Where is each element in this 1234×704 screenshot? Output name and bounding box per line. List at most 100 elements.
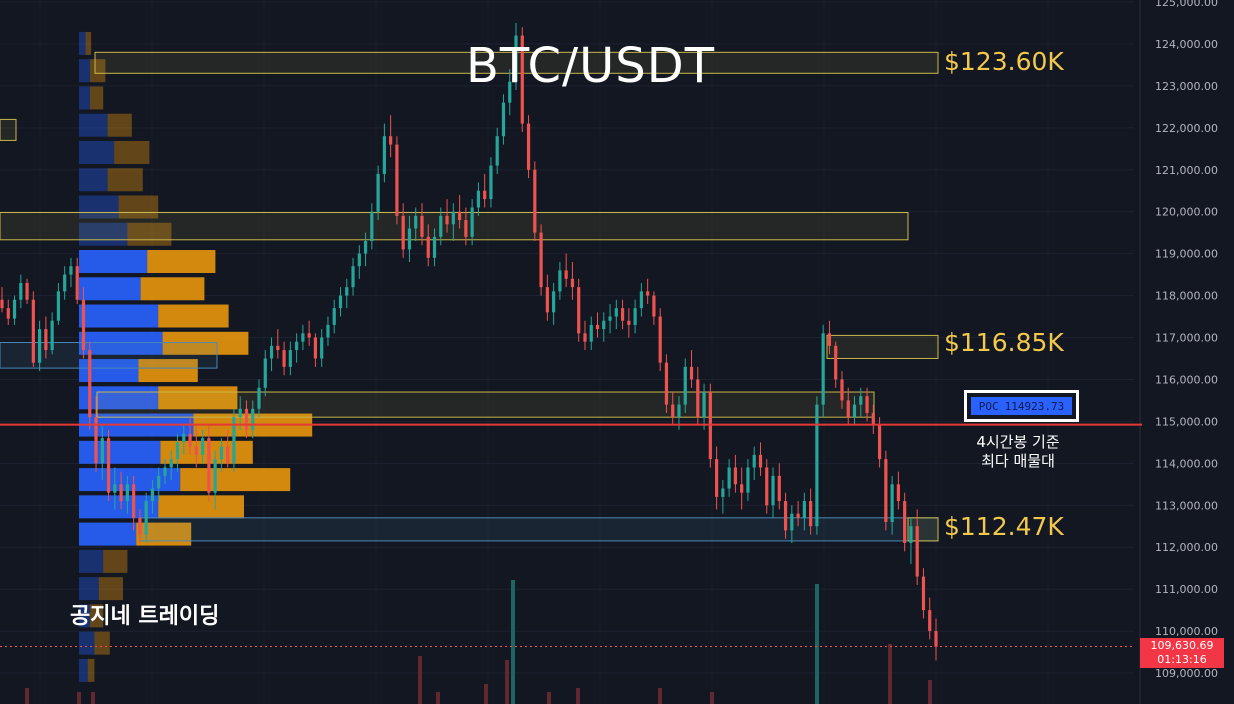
candle-body [702,392,706,418]
candle-body [426,236,430,258]
price-tick-label: 124,000.00 [1155,38,1218,51]
candle-body [740,484,744,493]
profile-sell-bar [147,250,216,274]
candle-body [138,517,142,535]
candle-body [539,232,543,288]
candle-body [809,501,813,527]
candle-body [382,136,386,174]
candle-body [903,501,907,543]
price-tick-label: 123,000.00 [1155,80,1218,93]
candle-body [351,266,355,288]
candle-body [106,438,111,493]
profile-sell-bar [138,359,198,383]
candle-body [439,215,443,237]
candle-body [834,345,838,380]
candle-body [865,396,869,413]
profile-buy-bar [79,631,95,655]
candle-body [50,320,54,351]
candle-body [370,211,374,242]
candle-body [733,467,738,485]
candle-body [144,501,148,535]
candle-body [100,438,104,464]
candle-body [627,320,631,325]
volume-bars [25,580,932,704]
candle-body [207,438,211,493]
candle-body [157,475,161,489]
candle-body [401,215,405,250]
candle-body [746,467,750,493]
candle-body [752,454,756,468]
candle-body [495,136,499,166]
level-label-112k: $112.47K [944,512,1064,541]
candle-body [570,278,575,288]
candle-body [6,308,10,319]
profile-sell-bar [160,440,253,464]
profile-sell-bar [90,86,104,110]
volume-bar [436,692,440,704]
candle-body [38,329,42,363]
candle-body [301,333,305,342]
candle-body [263,358,267,388]
candle-body [909,526,913,543]
zone-box [96,391,875,418]
candle-body [188,433,192,447]
candlesticks [0,22,938,661]
candle-body [320,337,324,359]
profile-sell-bar [158,495,244,519]
profile-buy-bar [79,250,148,274]
candle-body [896,484,900,502]
candle-body [915,526,919,577]
candle-body [846,400,850,418]
profile-buy-bar [79,304,159,328]
candle-body [689,366,694,380]
candle-body [871,412,875,426]
poc-value: 114923.73 [1004,399,1065,413]
candle-body [639,291,643,309]
candle-body [727,467,731,489]
candle-body [457,211,462,221]
profile-sell-bar [107,168,143,192]
candle-body [545,287,549,313]
profile-sell-bar [103,549,128,573]
candle-body [633,308,637,325]
profile-buy-bar [79,495,159,519]
chart-title: BTC/USDT [466,38,716,94]
profile-buy-bar [79,549,104,573]
candle-body [533,169,537,233]
candle-body [526,123,531,170]
volume-bar [888,644,892,704]
candle-body [451,211,455,225]
candle-body [163,467,167,476]
poc-note-line1: 4시간봉 기준 [976,433,1060,451]
zone-boxes [0,51,939,542]
level-label-123k: $123.60K [944,47,1064,76]
profile-sell-bar [94,631,110,655]
candle-body [395,144,399,216]
candle-body [715,459,719,497]
candle-body [175,442,180,460]
level-label-116k: $116.85K [944,328,1064,357]
price-axis[interactable]: 109,000.00 110,000.00 111,000.00 112,000.00… [1155,0,1218,680]
candle-body [213,459,217,493]
candle-body [840,379,844,401]
candle-body [783,501,788,531]
profile-buy-bar [79,468,181,492]
candle-body [12,299,17,319]
profile-sell-bar [180,468,291,492]
candle-body [595,324,600,330]
candle-body [796,513,800,518]
candle-body [132,484,136,518]
volume-bar [576,688,580,704]
profile-sell-bar [114,140,150,164]
candle-body [376,173,380,212]
candle-body [69,266,73,275]
candle-body [921,576,926,611]
candle-body [583,333,587,342]
profile-sell-bar [90,604,104,628]
current-price: 109,630.69 [1150,639,1214,652]
candle-body [269,345,274,359]
candle-body [658,316,662,363]
candle-body [313,337,318,359]
candle-body [877,425,882,460]
